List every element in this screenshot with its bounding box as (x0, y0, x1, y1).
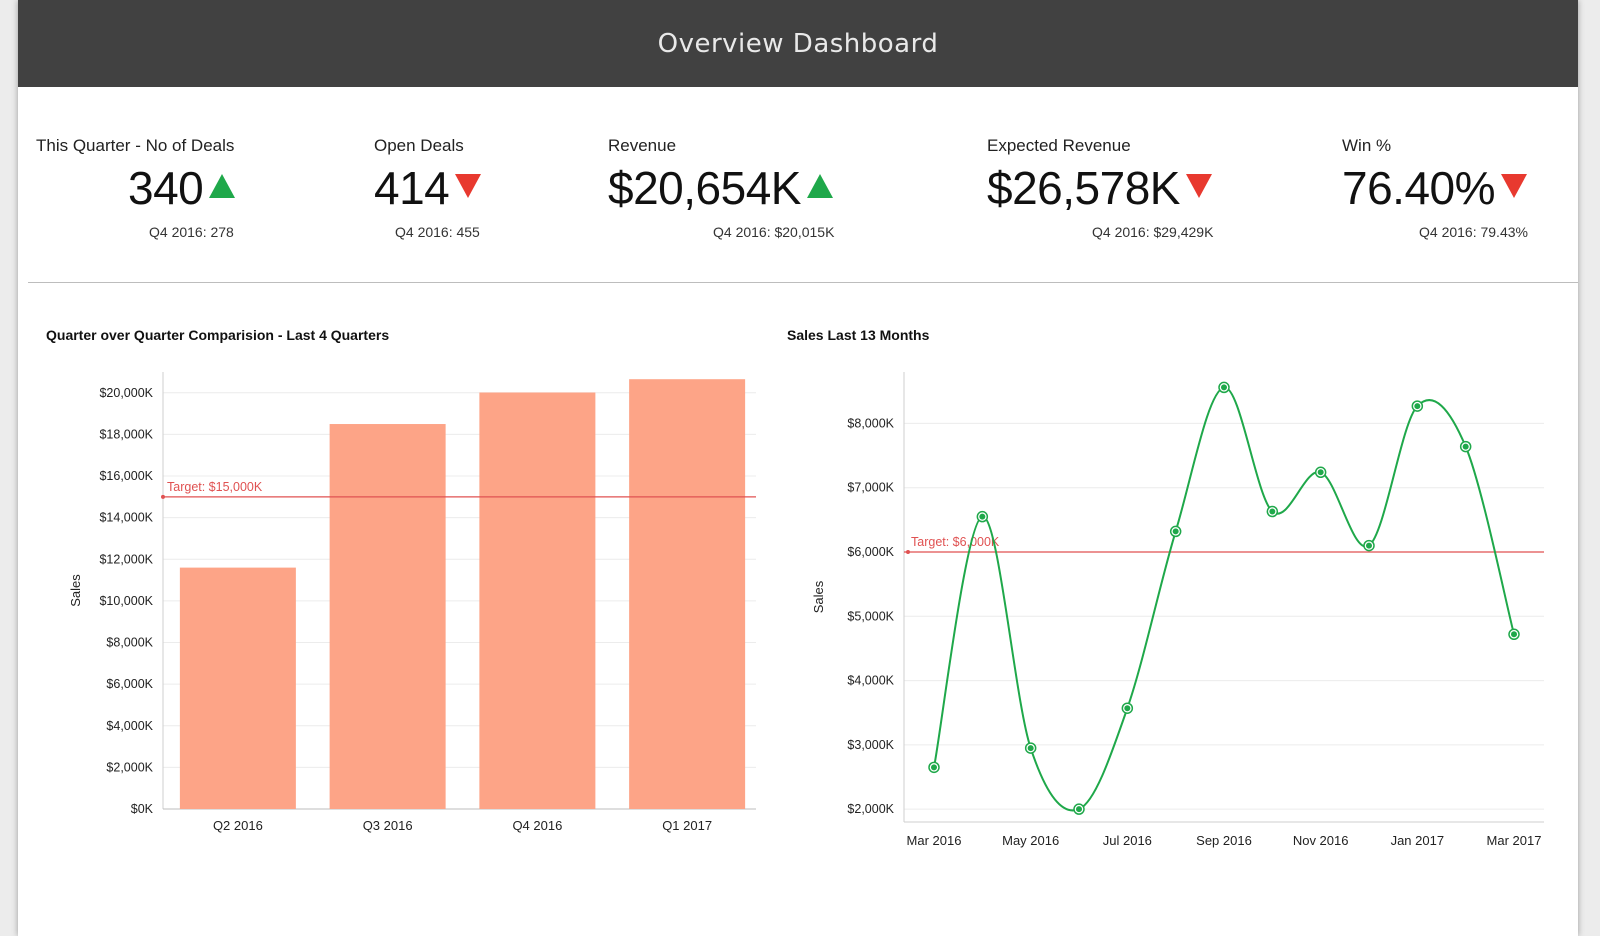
quarter-bar-chart[interactable]: $0K $2,000K $4,000K $6,000K $8,000K $10,000K $… (36, 360, 756, 850)
data-point-dot (1317, 469, 1324, 476)
y-tick-label: $14,000K (99, 511, 153, 525)
y-tick-label: $2,000K (847, 802, 894, 816)
kpi-value: 76.40% (1342, 162, 1496, 214)
y-tick-label: $20,000K (99, 386, 153, 400)
x-tick-label: May 2016 (1002, 833, 1059, 848)
data-point-dot (1414, 403, 1421, 410)
x-tick-label: Mar 2016 (907, 833, 962, 848)
data-point-dot (979, 513, 986, 520)
y-tick-label: $18,000K (99, 427, 153, 441)
y-tick-label: $7,000K (847, 481, 894, 495)
data-point-dot (1462, 443, 1469, 450)
monthly-sales-line-chart[interactable]: $2,000K $3,000K $4,000K $5,000K $6,000K $7,00… (778, 360, 1568, 870)
y-tick-label: $10,000K (99, 594, 153, 608)
trend-down-icon (1185, 173, 1212, 203)
page-title: Overview Dashboard (657, 28, 939, 59)
kpi-label: Win % (1342, 136, 1392, 155)
kpi-value: 414 (374, 162, 450, 214)
kpi-previous: Q4 2016: $20,015K (713, 224, 835, 240)
bar-chart-title: Quarter over Quarter Comparision - Last … (46, 327, 390, 343)
y-tick-label: $16,000K (99, 469, 153, 483)
y-tick-label: $6,000K (847, 545, 894, 559)
y-tick-label: $8,000K (847, 416, 894, 430)
kpi-value: $26,578K (987, 162, 1180, 214)
kpi-label: Revenue (608, 136, 677, 155)
data-point-dot (1172, 528, 1179, 535)
x-tick-label: Sep 2016 (1196, 833, 1252, 848)
data-point-dot (1124, 705, 1131, 712)
kpi-value: 340 (128, 162, 204, 214)
data-point-dot (1076, 806, 1082, 813)
kpi-label: Expected Revenue (987, 136, 1131, 155)
x-tick-label: Q3 2016 (363, 818, 413, 833)
kpi-label: This Quarter - No of Deals (36, 136, 235, 155)
y-tick-label: $2,000K (106, 760, 153, 774)
kpi-win-percent[interactable]: Win % 76.40% Q4 2016: 79.43% (1342, 136, 1528, 240)
trend-up-icon (806, 173, 833, 203)
bar (479, 392, 596, 809)
x-tick-label: Nov 2016 (1293, 833, 1349, 848)
data-point-dot (1511, 631, 1517, 638)
kpi-value: $20,654K (608, 162, 801, 214)
trend-down-icon (1501, 173, 1528, 203)
y-tick-label: $5,000K (847, 609, 894, 623)
data-point-dot (1269, 508, 1276, 515)
kpi-previous: Q4 2016: 79.43% (1419, 224, 1528, 240)
x-tick-label: Q1 2017 (662, 818, 712, 833)
kpi-deals[interactable]: This Quarter - No of Deals 340 Q4 2016: … (36, 136, 236, 240)
y-tick-label: $6,000K (106, 677, 153, 691)
data-point-dot (1366, 542, 1372, 549)
kpi-previous: Q4 2016: 278 (149, 224, 234, 240)
y-tick-label: $3,000K (847, 738, 894, 752)
kpi-revenue[interactable]: Revenue $20,654K Q4 2016: $20,015K (608, 136, 834, 240)
kpi-expected-revenue[interactable]: Expected Revenue $26,578K Q4 2016: $29,4… (987, 136, 1213, 240)
data-point-dot (1027, 745, 1034, 752)
trend-up-icon (209, 173, 236, 203)
x-tick-label: Q2 2016 (213, 818, 263, 833)
bar (179, 567, 296, 809)
target-label: Target: $6,000K (911, 535, 1000, 549)
data-point-dot (1221, 384, 1227, 391)
x-tick-label: Q4 2016 (512, 818, 562, 833)
x-tick-label: Mar 2017 (1487, 833, 1542, 848)
target-marker (906, 550, 910, 554)
kpi-label: Open Deals (374, 136, 464, 155)
x-tick-label: Jan 2017 (1391, 833, 1445, 848)
kpi-previous: Q4 2016: 455 (395, 224, 480, 240)
header-bar: Overview Dashboard (18, 0, 1578, 87)
y-tick-label: $0K (131, 802, 154, 816)
data-point-dot (931, 764, 937, 771)
sales-line (933, 386, 1515, 812)
kpi-open-deals[interactable]: Open Deals 414 Q4 2016: 455 (374, 136, 482, 240)
target-marker (161, 494, 165, 499)
line-chart-title: Sales Last 13 Months (787, 327, 930, 343)
trend-down-icon (455, 173, 482, 203)
bar (329, 424, 446, 809)
y-tick-label: $4,000K (847, 674, 894, 688)
kpi-previous: Q4 2016: $29,429K (1092, 224, 1214, 240)
divider (28, 282, 1578, 283)
y-tick-label: $12,000K (99, 552, 153, 566)
y-axis-title: Sales (68, 574, 83, 607)
y-tick-label: $8,000K (106, 636, 153, 650)
x-tick-label: Jul 2016 (1103, 833, 1152, 848)
y-axis-title: Sales (811, 580, 826, 613)
bar (629, 379, 746, 809)
y-tick-label: $4,000K (106, 719, 153, 733)
target-label: Target: $15,000K (167, 480, 263, 494)
dashboard-frame: Overview Dashboard This Quarter - No of … (18, 0, 1578, 936)
